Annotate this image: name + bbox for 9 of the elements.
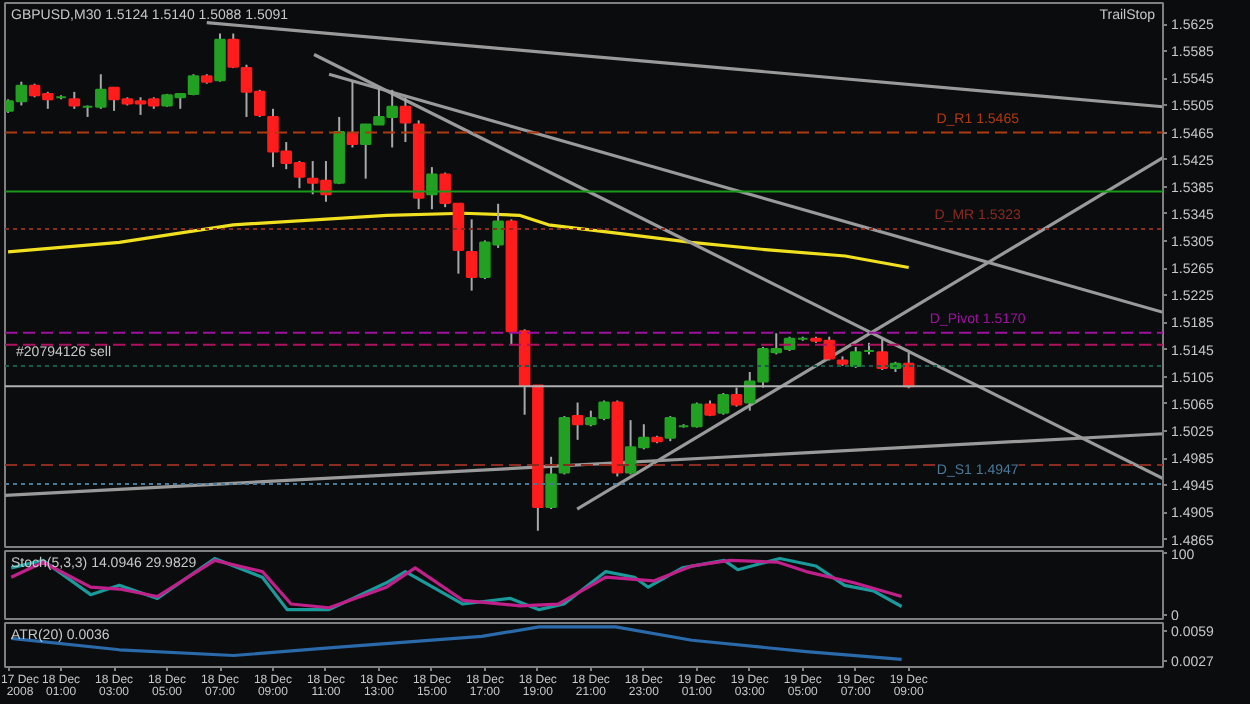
line-series <box>6 211 911 270</box>
candlestick <box>717 392 730 416</box>
candlestick <box>545 455 557 511</box>
line-series <box>9 625 904 661</box>
candlestick <box>465 218 478 292</box>
candlestick <box>876 337 888 371</box>
candlestick <box>571 401 584 441</box>
candlestick <box>214 32 226 83</box>
candlestick <box>399 96 412 144</box>
